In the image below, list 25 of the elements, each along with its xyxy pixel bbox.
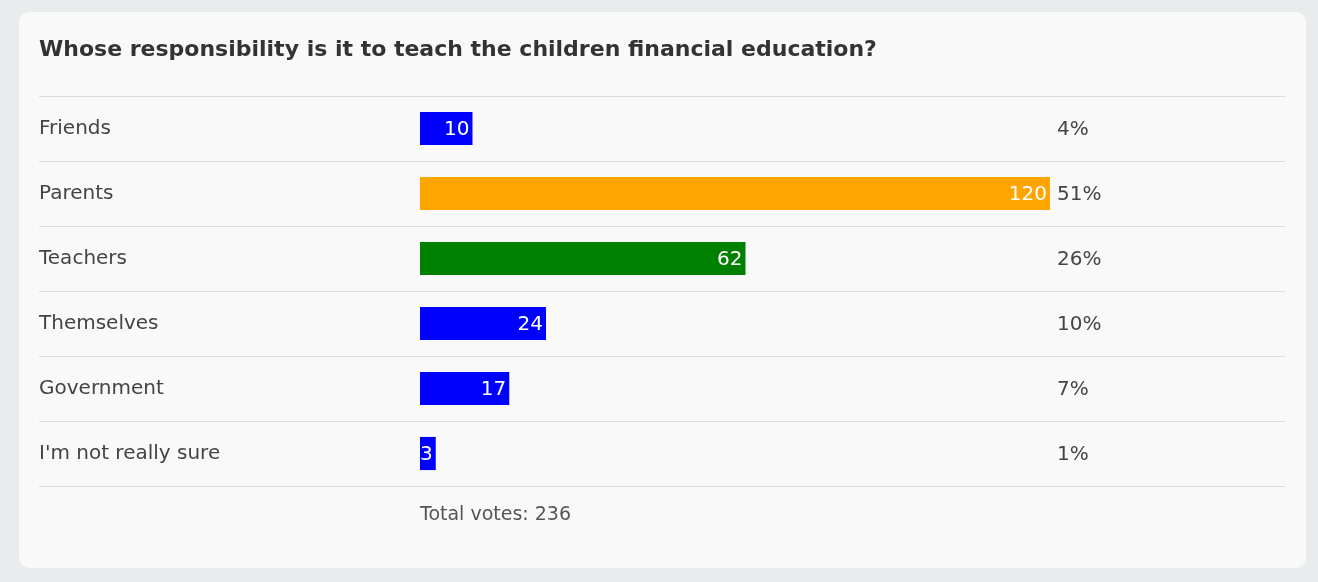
y-tick-label: I'm not really sure xyxy=(39,439,221,464)
bar xyxy=(420,306,546,341)
data-label: 17 xyxy=(480,375,507,400)
text: 10% xyxy=(1057,310,1102,335)
text: 1% xyxy=(1057,440,1089,465)
bar xyxy=(420,371,510,406)
data-label: 120 xyxy=(1008,180,1047,205)
data-label: 62 xyxy=(717,245,743,270)
data-label: 24 xyxy=(517,310,543,335)
y-tick-label: Parents xyxy=(39,179,114,204)
text: 7% xyxy=(1057,375,1089,400)
data-label: 10 xyxy=(444,115,470,140)
text: 4% xyxy=(1057,115,1089,140)
bar xyxy=(420,176,1050,211)
text: Total votes: 236 xyxy=(420,502,572,524)
chart-title: Whose responsibility is it to teach the children financial education? xyxy=(39,36,877,61)
text: 51% xyxy=(1057,180,1102,205)
y-tick-label: Government xyxy=(39,374,164,399)
y-tick-label: Friends xyxy=(39,114,111,139)
y-tick-label: Themselves xyxy=(38,309,159,334)
y-tick-label: Teachers xyxy=(38,244,127,269)
bar xyxy=(420,111,473,146)
bar xyxy=(420,241,746,276)
data-label: 3 xyxy=(420,440,433,465)
text: 26% xyxy=(1057,245,1102,270)
